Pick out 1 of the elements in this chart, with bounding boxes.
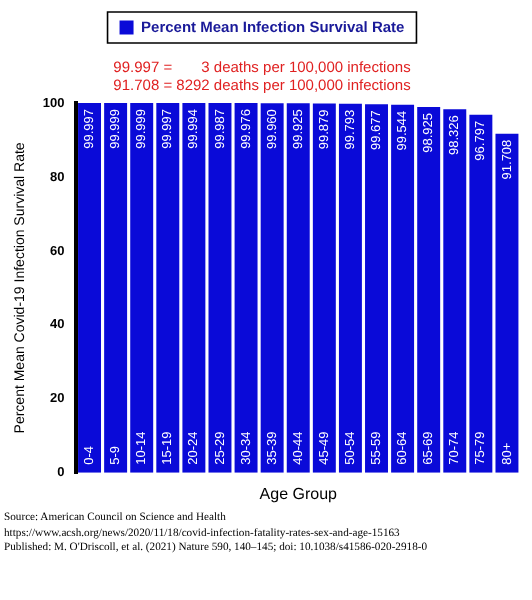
x-axis-title: Age Group [259, 484, 339, 503]
